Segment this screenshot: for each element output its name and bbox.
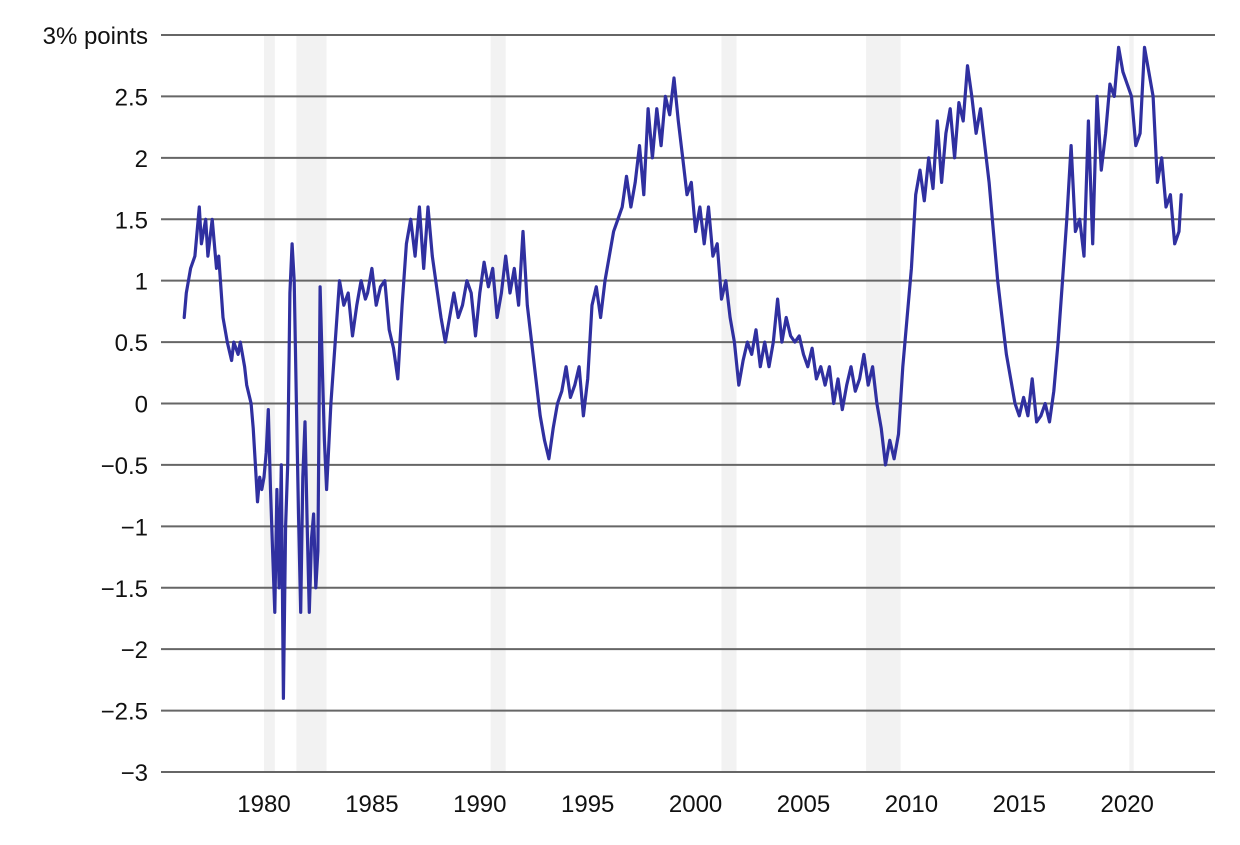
y-tick-label: 2.5 [115, 84, 148, 111]
x-axis-labels: 1980 1985 1990 1995 2000 2005 2010 2015 2020 [237, 791, 1154, 818]
y-axis-labels: 3% points 2.5 2 1.5 1 0.5 0 −0.5 −1 −1.5 −2 −2.5 −3 [43, 23, 148, 787]
x-tick-label: 1990 [453, 791, 506, 818]
y-tick-label: 0 [135, 392, 148, 419]
y-tick-label: 2 [135, 146, 148, 173]
x-tick-label: 1985 [345, 791, 398, 818]
y-tick-label: −0.5 [101, 453, 148, 480]
y-tick-label: 1 [135, 269, 148, 296]
y-tick-label: −1 [121, 514, 148, 541]
data-series [182, 45, 1183, 700]
x-tick-label: 2015 [993, 791, 1046, 818]
y-tick-label: 3% points [43, 23, 148, 50]
gridlines [161, 34, 1215, 773]
x-tick-label: 2010 [885, 791, 938, 818]
x-tick-label: 2020 [1101, 791, 1154, 818]
x-tick-label: 1980 [237, 791, 290, 818]
y-tick-label: 1.5 [115, 207, 148, 234]
x-tick-label: 2000 [669, 791, 722, 818]
y-tick-label: 0.5 [115, 330, 148, 357]
x-tick-label: 1995 [561, 791, 614, 818]
x-tick-label: 2005 [777, 791, 830, 818]
series-line [182, 45, 1183, 700]
y-tick-label: −2.5 [101, 699, 148, 726]
y-tick-label: −3 [121, 760, 148, 787]
y-tick-label: −1.5 [101, 576, 148, 603]
y-tick-label: −2 [121, 637, 148, 664]
